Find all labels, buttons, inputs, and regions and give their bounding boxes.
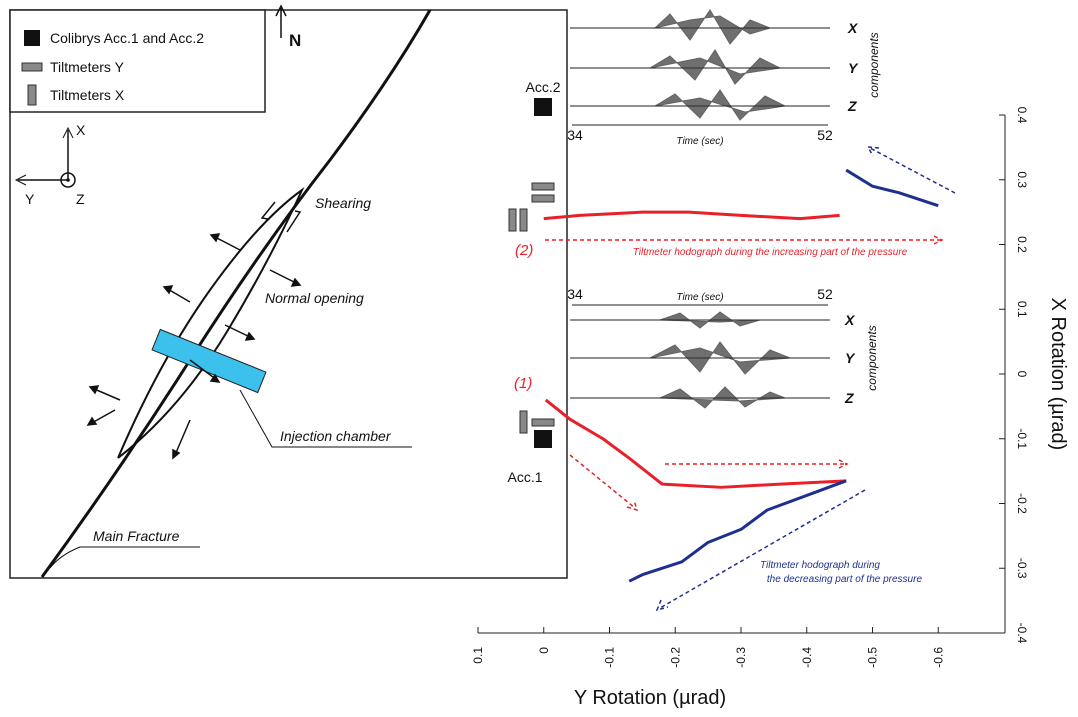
time-tick: 52 <box>817 127 833 143</box>
tilt-y-icon <box>531 418 555 427</box>
fracture-lens <box>117 187 305 459</box>
hodograph-trace <box>628 479 847 583</box>
seismogram-traces <box>570 9 830 409</box>
x-axis-label: Y Rotation (µrad) <box>574 687 726 709</box>
y-tick-label: 0.4 <box>1015 107 1029 124</box>
axis-label: X <box>76 122 86 138</box>
legend-label: Tiltmeters Y <box>50 59 125 75</box>
legend-acc-icon <box>24 30 40 46</box>
tilt-x-icon <box>519 208 528 232</box>
component-label: Z <box>847 98 857 114</box>
y-tick-label: -0.4 <box>1015 623 1029 644</box>
x-tick-label: -0.1 <box>603 647 617 668</box>
tilt-x-icon <box>519 410 528 434</box>
hodograph-trace <box>845 168 939 208</box>
time-tick: 52 <box>817 286 833 302</box>
component-label: Y <box>845 350 856 366</box>
map-frame <box>9 9 568 579</box>
components-label: components <box>865 325 879 390</box>
legend-label: Tiltmeters X <box>50 87 125 103</box>
station-label: Acc.2 <box>525 79 560 95</box>
x-tick-label: -0.6 <box>931 647 945 668</box>
x-tick-label: 0.1 <box>471 647 485 664</box>
axis-arrow-head <box>62 126 74 139</box>
annotation: Tiltmeter hodograph during the increasin… <box>633 247 908 258</box>
annotation: (1) <box>514 375 532 392</box>
time-label: Time (sec) <box>676 136 723 147</box>
y-tick-label: -0.3 <box>1015 558 1029 579</box>
annotation: Tiltmeter hodograph during <box>760 560 880 571</box>
component-label: Y <box>848 60 859 76</box>
legend-label: Colibrys Acc.1 and Acc.2 <box>50 30 204 46</box>
x-tick-label: -0.2 <box>668 647 682 668</box>
components-label: components <box>867 32 881 97</box>
shearing-label: Shearing <box>315 195 371 211</box>
component-label: X <box>844 312 856 328</box>
annotation: (2) <box>515 242 533 259</box>
component-label: Z <box>844 390 854 406</box>
axis-label: Z <box>76 191 85 207</box>
chamber-label: Injection chamber <box>280 428 392 444</box>
y-tick-label: 0 <box>1015 371 1029 378</box>
annotation: the decreasing part of the pressure <box>767 574 923 585</box>
x-tick-label: -0.4 <box>800 647 814 668</box>
leader-line <box>239 389 412 448</box>
z-axis-dot <box>66 178 70 182</box>
opening-label: Normal opening <box>265 290 364 306</box>
axis-arrow-head <box>14 174 27 186</box>
leader-line <box>49 546 200 569</box>
main-fracture <box>40 9 432 578</box>
y-tick-label: -0.2 <box>1015 493 1029 514</box>
component-label: X <box>847 20 859 36</box>
time-label: Time (sec) <box>676 292 723 303</box>
hodograph: 0.1 0 -0.1 -0.2 -0.3 -0.4 -0.5 -0.6 -0.4 -0.3 -0.2… <box>471 107 1069 709</box>
time-tick: 34 <box>567 127 583 143</box>
z-axis-symbol <box>60 172 76 188</box>
hodograph-trace <box>544 398 847 489</box>
y-tick-label: 0.3 <box>1015 171 1029 188</box>
stress-arrows <box>86 201 302 460</box>
axis-label: Y <box>25 191 35 207</box>
time-tick: 34 <box>567 286 583 302</box>
hodograph-trace <box>543 210 840 221</box>
legend-tilt-x-icon <box>27 84 37 106</box>
y-axis-label: X Rotation (µrad) <box>1047 298 1069 451</box>
tilt-x-icon <box>508 208 517 232</box>
legend-tilt-y-icon <box>21 62 43 72</box>
y-tick-label: 0.2 <box>1015 236 1029 253</box>
tilt-y-icon <box>531 182 555 191</box>
x-tick-label: 0 <box>537 647 551 654</box>
tilt-y-icon <box>531 194 555 203</box>
x-tick-label: -0.5 <box>866 647 880 668</box>
y-tick-label: -0.1 <box>1015 428 1029 449</box>
station-label: Acc.1 <box>507 469 542 485</box>
direction-arrows <box>545 146 956 612</box>
fracture-label: Main Fracture <box>93 528 180 544</box>
acc2-icon <box>534 98 552 116</box>
north-arrow-head <box>275 4 287 17</box>
legend-box <box>9 9 266 113</box>
y-tick-label: 0.1 <box>1015 301 1029 318</box>
north-label: N <box>289 31 301 50</box>
acc1-icon <box>534 430 552 448</box>
x-tick-label: -0.3 <box>734 647 748 668</box>
